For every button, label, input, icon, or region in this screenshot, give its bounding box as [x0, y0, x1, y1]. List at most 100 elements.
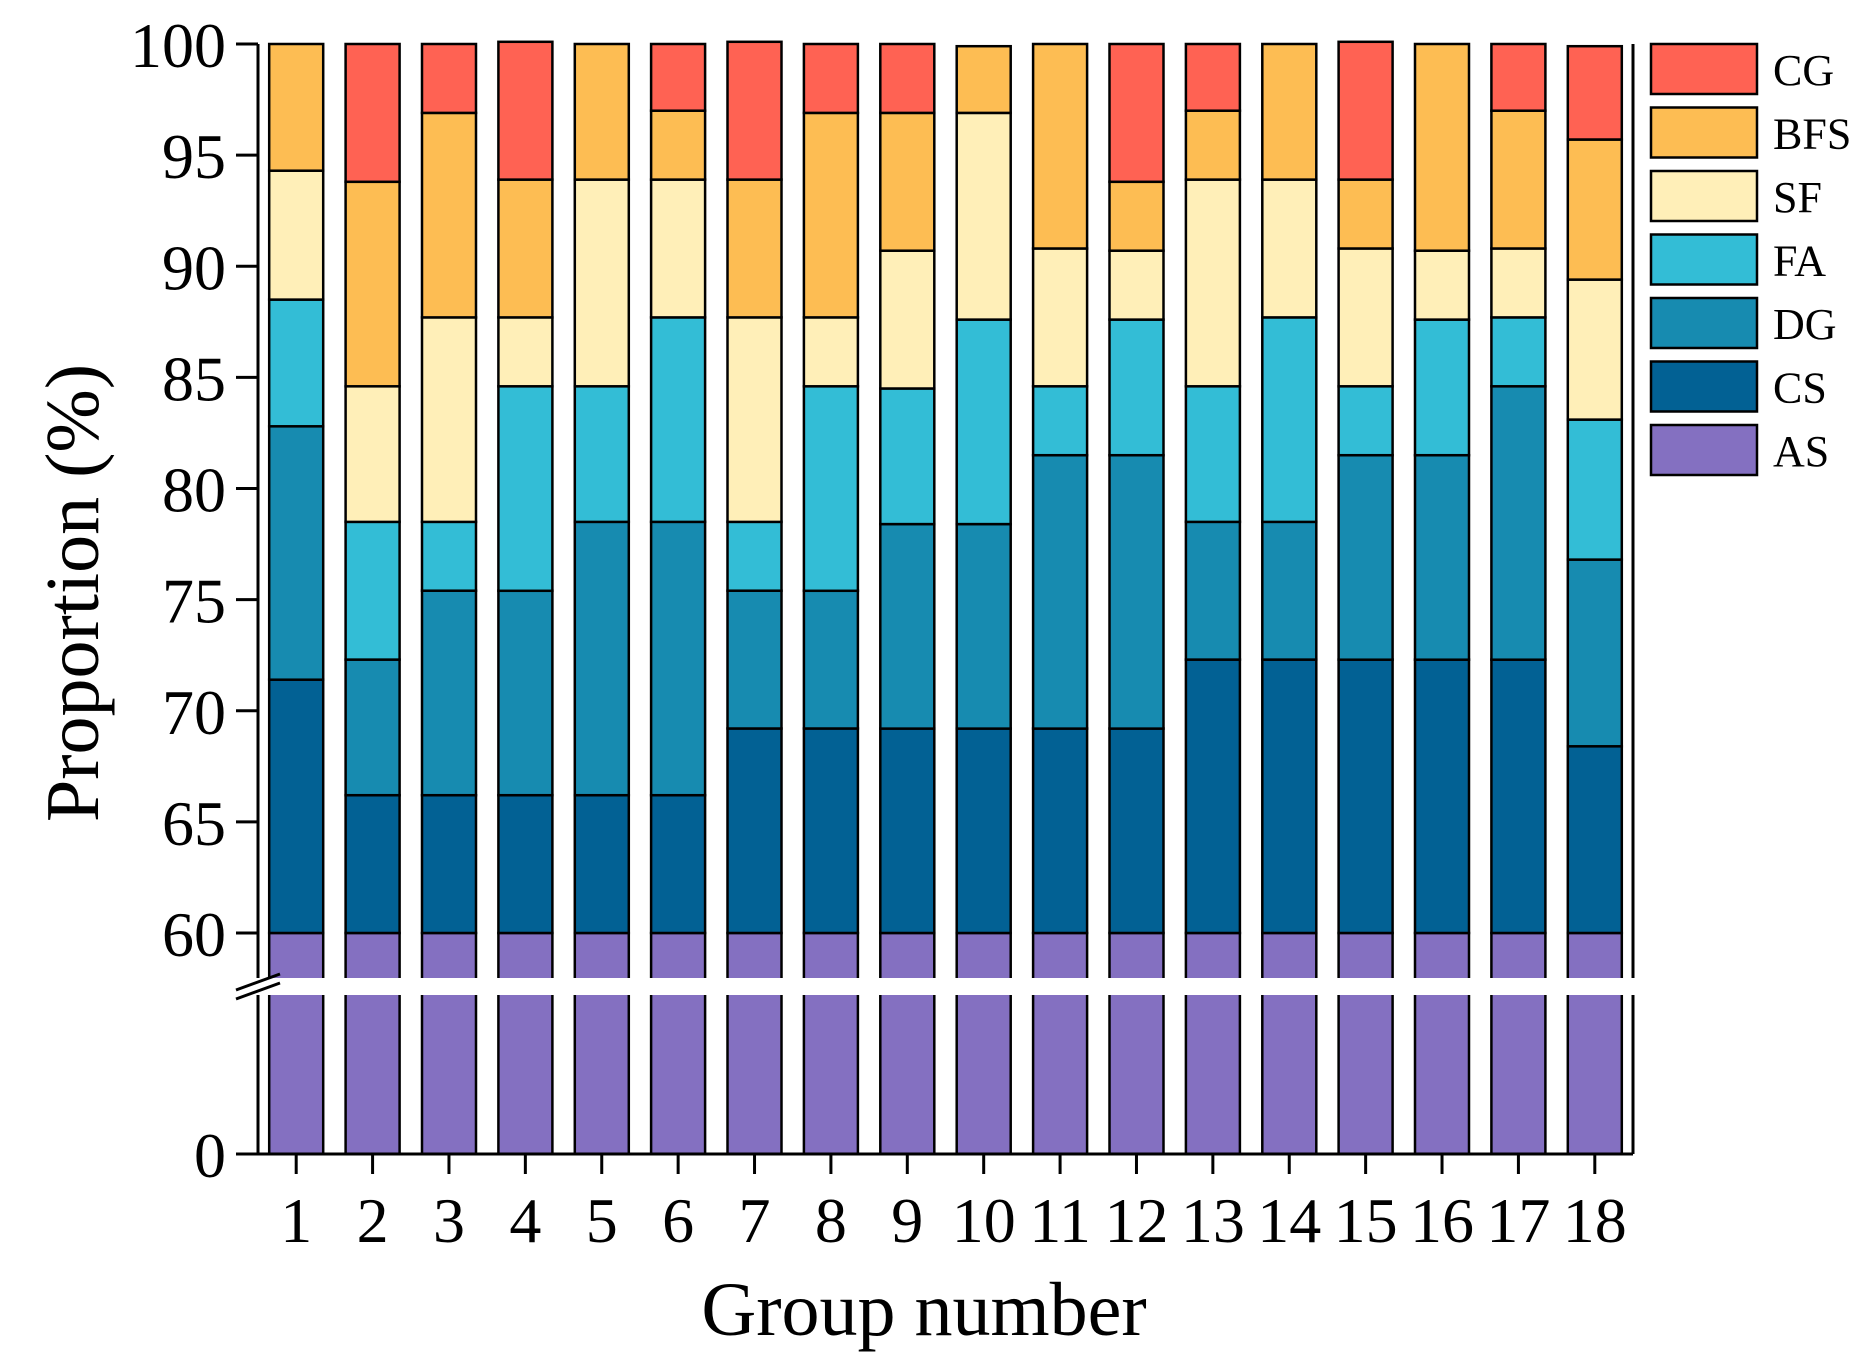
legend: CG BFS SF FA DG CS AS [1649, 42, 1851, 477]
bar-segment-as-group-8 [802, 931, 860, 1156]
bar-segment-dg-group-9 [879, 522, 936, 730]
x-tick-label: 15 [1334, 1185, 1398, 1256]
bar-segment-bfs-group-5 [573, 42, 631, 181]
y-axis-label: Proportion (%) [31, 364, 115, 822]
bar-segment-sf-group-5 [573, 178, 631, 388]
x-tick-label: 8 [815, 1185, 847, 1256]
bar-segment-bfs-group-14 [1261, 42, 1318, 181]
y-tick-label: 60 [162, 899, 226, 970]
bar-segment-dg-group-2 [344, 658, 401, 797]
legend-swatch-cg [1649, 42, 1759, 96]
bar-segment-bfs-group-11 [1031, 42, 1089, 250]
bar-segment-bfs-group-9 [879, 111, 936, 252]
legend-label-sf: SF [1773, 173, 1822, 222]
x-tick-label: 7 [739, 1185, 771, 1256]
bar-segment-cs-group-10 [955, 727, 1012, 935]
bar-segment-dg-group-4 [497, 589, 554, 797]
bar-segment-bfs-group-12 [1108, 180, 1165, 252]
bar-segment-bfs-group-18 [1566, 138, 1624, 281]
bar-segment-dg-group-7 [726, 589, 783, 730]
axis-break-gap [228, 978, 1663, 995]
x-tick-label: 17 [1486, 1185, 1550, 1256]
bar-segment-fa-group-14 [1261, 316, 1318, 524]
x-tick-label: 16 [1410, 1185, 1474, 1256]
bar-segment-bfs-group-16 [1413, 42, 1471, 252]
x-tick-label: 6 [662, 1185, 694, 1256]
axis-break-mark [235, 972, 281, 992]
bar-segment-sf-group-3 [420, 316, 478, 524]
bar-segment-sf-group-10 [955, 111, 1012, 321]
bar-segment-fa-group-16 [1413, 318, 1471, 457]
bar-segment-fa-group-10 [955, 318, 1012, 526]
axis-break-mark [235, 981, 281, 1001]
y-tick-label: 85 [162, 343, 226, 414]
bar-segment-fa-group-4 [497, 385, 554, 593]
bar-segment-sf-group-4 [497, 316, 554, 388]
bar-segment-sf-group-13 [1184, 178, 1242, 388]
bar-segment-fa-group-17 [1490, 316, 1547, 388]
y-tick-label: 0 [194, 1120, 226, 1191]
y-tick-label: 100 [130, 10, 226, 81]
x-tick-label: 2 [357, 1185, 389, 1256]
bar-segment-sf-group-7 [726, 316, 783, 524]
x-tick-label: 18 [1563, 1185, 1627, 1256]
x-tick-label: 10 [952, 1185, 1016, 1256]
bar-segment-dg-group-17 [1490, 385, 1547, 661]
legend-swatch-as [1649, 423, 1759, 477]
bar-segment-fa-group-8 [802, 385, 860, 593]
bar-segment-cs-group-9 [879, 727, 936, 935]
bar-segment-dg-group-8 [802, 589, 860, 730]
bar-segment-as-group-4 [497, 931, 554, 1156]
bar-segment-cs-group-4 [497, 793, 554, 935]
bar-segment-cs-group-15 [1337, 658, 1394, 935]
bar-segment-fa-group-15 [1337, 385, 1394, 457]
bar-segment-as-group-18 [1566, 931, 1624, 1156]
bar-segment-cg-group-18 [1566, 44, 1624, 141]
bar-segment-cg-group-6 [649, 42, 707, 112]
bar-segment-fa-group-6 [649, 316, 707, 524]
bar-segment-sf-group-15 [1337, 247, 1394, 388]
bar-segment-bfs-group-6 [649, 109, 707, 181]
bar-segment-cg-group-17 [1490, 42, 1547, 112]
bar-segment-fa-group-3 [420, 520, 478, 592]
y-tick-label: 90 [162, 232, 226, 303]
bar-segment-cs-group-17 [1490, 658, 1547, 935]
x-tick-label: 1 [280, 1185, 312, 1256]
bar-segment-cs-group-16 [1413, 658, 1471, 935]
bar-segment-cs-group-14 [1261, 658, 1318, 935]
bar-segment-cg-group-4 [497, 40, 554, 181]
bar-segment-cg-group-7 [726, 40, 783, 181]
bar-segment-bfs-group-4 [497, 178, 554, 319]
bar-segment-cg-group-3 [420, 42, 478, 115]
bar-segment-bfs-group-17 [1490, 109, 1547, 250]
bar-segment-as-group-7 [726, 931, 783, 1156]
bar-segment-dg-group-13 [1184, 520, 1242, 661]
bar-segment-sf-group-11 [1031, 247, 1089, 388]
x-tick-label: 5 [586, 1185, 618, 1256]
bar-segment-as-group-9 [879, 931, 936, 1156]
bar-segment-as-group-17 [1490, 931, 1547, 1156]
bar-segment-dg-group-16 [1413, 453, 1471, 661]
y-tick-label: 70 [162, 677, 226, 748]
bar-segment-cg-group-2 [344, 42, 401, 184]
y-tick-label: 75 [162, 566, 226, 637]
bar-segment-sf-group-17 [1490, 247, 1547, 319]
bar-segment-as-group-14 [1261, 931, 1318, 1156]
bar-segment-bfs-group-7 [726, 178, 783, 319]
bar-segment-cg-group-8 [802, 42, 860, 115]
legend-label-bfs: BFS [1773, 110, 1851, 159]
bar-segment-sf-group-8 [802, 316, 860, 388]
y-tick-label: 95 [162, 121, 226, 192]
bar-segment-dg-group-15 [1337, 453, 1394, 661]
bar-segment-cs-group-13 [1184, 658, 1242, 935]
bar-segment-cs-group-6 [649, 793, 707, 935]
bar-segment-as-group-3 [420, 931, 478, 1156]
bar-segment-dg-group-12 [1108, 453, 1165, 730]
bar-segment-fa-group-1 [267, 298, 325, 428]
x-axis-label: Group number [701, 1268, 1146, 1352]
bar-segment-bfs-group-3 [420, 111, 478, 319]
bar-segment-sf-group-2 [344, 385, 401, 524]
bar-segment-as-group-10 [955, 931, 1012, 1156]
